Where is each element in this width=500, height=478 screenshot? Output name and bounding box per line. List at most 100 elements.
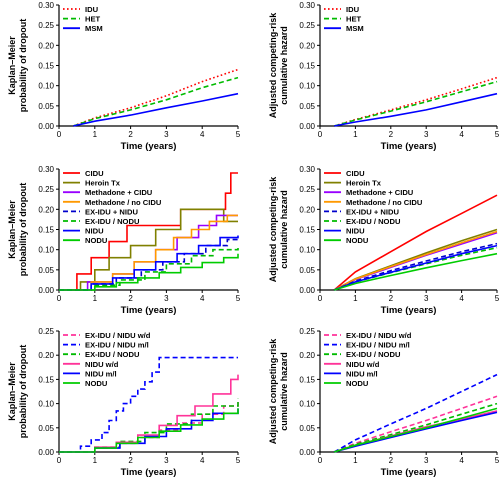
series-line-3 [334, 92, 498, 127]
legend-label: NODU [346, 236, 369, 245]
x-tick-label: 3 [424, 456, 429, 465]
x-tick-label: 0 [57, 294, 62, 303]
y-tick-label: 0.25 [38, 21, 54, 30]
legend-label: EX-IDU / NODU [85, 217, 140, 226]
series-line-6 [59, 408, 239, 453]
y-tick-label: 0.00 [299, 448, 315, 457]
series-line-6 [59, 245, 239, 291]
legend-label: HET [346, 15, 362, 24]
x-tick-label: 4 [459, 294, 464, 303]
y-tick-label: 0.15 [299, 375, 315, 384]
y-axis-label-line: cumulative hazard [279, 352, 289, 431]
series-line-7 [333, 244, 498, 291]
series-line-6 [333, 407, 498, 453]
x-tick-label: 3 [424, 294, 429, 303]
series-line-7 [59, 235, 239, 291]
y-tick-label: 0.30 [38, 165, 54, 174]
x-tick-label: 4 [200, 456, 205, 465]
chart-panel-5: 0.00 0.05 0.10 0.15 0.20 0.25 0 1 2 3 4 5 Time (year… [7, 327, 241, 478]
series-line-8 [59, 253, 239, 291]
series-line-2 [333, 373, 498, 453]
x-tick-label: 2 [389, 130, 394, 139]
legend-label: IDU [85, 5, 99, 14]
legend-label: EX-IDU / NIDU w/d [85, 331, 151, 340]
chart-panel-3: 0.00 0.05 0.10 0.15 0.20 0.25 0.30 0 1 2 3 4 5 Time (… [7, 165, 241, 316]
chart-panel-1: 0.00 0.05 0.10 0.15 0.20 0.25 0.30 0 1 2 3 4 5 Time (… [7, 1, 241, 152]
legend-label: EX-IDU / NIDU m/l [346, 341, 410, 350]
legend-label: MSM [346, 24, 364, 33]
y-axis-label-line: probability of dropout [18, 345, 28, 439]
x-tick-label: 5 [495, 130, 500, 139]
x-axis-label: Time (years) [121, 141, 177, 152]
legend-label: EX-IDU / NIDU m/l [85, 341, 149, 350]
legend-label: EX-IDU / NODU [346, 217, 401, 226]
series-line-5 [333, 411, 498, 453]
y-axis-label-line: Adjusted competing-risk [268, 12, 278, 119]
chart-panel-4: 0.00 0.05 0.10 0.15 0.20 0.25 0.30 0 1 2 3 4 5 Time (… [268, 165, 500, 316]
x-tick-label: 0 [318, 456, 323, 465]
x-tick-label: 0 [57, 130, 62, 139]
y-tick-label: 0.00 [299, 286, 315, 295]
legend-label: EX-IDU / NODU [346, 350, 401, 359]
legend-label: Methadone / no CIDU [346, 198, 423, 207]
y-tick-label: 0.10 [38, 246, 54, 255]
series-line-3 [59, 398, 239, 453]
x-axis-label: Time (years) [121, 305, 177, 316]
y-tick-label: 0.25 [299, 327, 315, 336]
legend-label: NIDU m/l [85, 369, 117, 378]
x-tick-label: 4 [200, 294, 205, 303]
series-line-4 [59, 374, 239, 453]
y-axis-label-line: probability of dropout [18, 183, 28, 277]
x-tick-label: 5 [495, 456, 500, 465]
chart-panel-6: 0.00 0.05 0.10 0.15 0.20 0.25 0 1 2 3 4 5 Time (year… [268, 327, 500, 478]
x-tick-label: 5 [495, 294, 500, 303]
y-axis-label-line: Kaplan–Meier [7, 200, 17, 259]
legend-label: NIDU m/l [346, 369, 378, 378]
y-tick-label: 0.15 [299, 226, 315, 235]
series-line-1 [333, 194, 498, 291]
x-tick-label: 2 [128, 294, 133, 303]
series-line-2 [59, 356, 238, 453]
legend-label: EX-IDU + NIDU [346, 207, 399, 216]
y-axis-label-line: Kaplan–Meier [7, 36, 17, 95]
legend-label: MSM [85, 24, 103, 33]
x-tick-label: 0 [318, 130, 323, 139]
y-tick-label: 0.10 [299, 400, 315, 409]
y-tick-label: 0.30 [299, 165, 315, 174]
y-tick-label: 0.10 [299, 82, 315, 91]
y-tick-label: 0.00 [38, 448, 54, 457]
x-tick-label: 3 [164, 456, 169, 465]
x-tick-label: 3 [424, 130, 429, 139]
x-tick-label: 1 [93, 294, 98, 303]
legend-label: NODU [346, 379, 369, 388]
chart-panel-2: 0.00 0.05 0.10 0.15 0.20 0.25 0.30 0 1 2 3 4 5 Time (… [268, 1, 500, 152]
y-tick-label: 0.25 [299, 185, 315, 194]
y-tick-label: 0.20 [299, 205, 315, 214]
series-line-8 [333, 252, 498, 291]
series-line-2 [333, 80, 498, 127]
series-line-3 [73, 92, 239, 127]
legend-label: HET [85, 15, 101, 24]
legend-label: CIDU [85, 169, 104, 178]
x-tick-label: 2 [128, 456, 133, 465]
series-line-4 [59, 214, 238, 291]
y-tick-label: 0.05 [299, 102, 315, 111]
x-tick-label: 3 [164, 130, 169, 139]
legend-label: NIDU [346, 227, 365, 236]
x-tick-label: 1 [353, 130, 358, 139]
y-tick-label: 0.15 [299, 62, 315, 71]
legend-label: NIDU w/d [85, 360, 119, 369]
legend-label: EX-IDU + NIDU [85, 207, 138, 216]
x-tick-label: 2 [128, 130, 133, 139]
legend-label: NODU [85, 379, 108, 388]
y-tick-label: 0.15 [38, 226, 54, 235]
x-tick-label: 5 [236, 456, 241, 465]
x-axis-label: Time (years) [381, 141, 437, 152]
y-tick-label: 0.15 [38, 62, 54, 71]
y-tick-label: 0.05 [299, 424, 315, 433]
x-tick-label: 4 [459, 456, 464, 465]
x-tick-label: 0 [57, 456, 62, 465]
legend-label: Heroin Tx [346, 179, 382, 188]
y-tick-label: 0.20 [299, 41, 315, 50]
